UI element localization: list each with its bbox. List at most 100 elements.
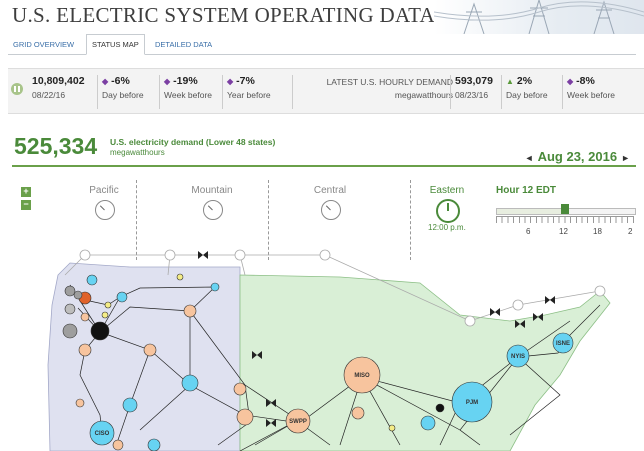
week-change-value: -19% [173, 75, 198, 87]
tick-label: 2 [628, 227, 633, 236]
hourly-day-label: Day before [506, 90, 548, 100]
ba-node [285, 408, 311, 434]
tab-status-map[interactable]: STATUS MAP [86, 34, 145, 55]
central-clock-icon [321, 200, 341, 220]
pacific-clock-icon [95, 200, 115, 220]
mountain-clock-icon [203, 200, 223, 220]
eastern-clock-icon [436, 199, 460, 223]
timezone-central: Central [313, 185, 347, 196]
zoom-out-button[interactable]: − [21, 200, 31, 210]
ba-node [181, 374, 199, 392]
boundary-node [464, 315, 476, 327]
daily-total-value: 10,809,402 [32, 75, 85, 87]
hour-label: Hour 12 EDT [496, 185, 557, 196]
hourly-day-change: 2% [516, 75, 533, 87]
ba-node [73, 290, 83, 300]
timezone-divider [410, 180, 411, 260]
ba-node [552, 332, 574, 354]
ba-node [143, 343, 157, 357]
timezone-eastern: Eastern [429, 185, 465, 196]
down-arrow-icon: ◆ [102, 77, 109, 86]
bowtie-icon [533, 313, 543, 321]
miso-label: MISO [354, 373, 370, 379]
tick-label: 6 [526, 227, 531, 236]
latest-hourly-value: 593,079 08/23/16 [450, 75, 493, 109]
power-tower-icon [433, 0, 644, 35]
tab-detailed-data[interactable]: DETAILED DATA [155, 40, 213, 49]
boundary-node [512, 299, 524, 311]
tie-line-markers [198, 251, 555, 427]
tick-label: 12 [559, 227, 568, 236]
year-before-stat: ◆ -7% Year before [222, 75, 271, 109]
year-before-label: Year before [227, 90, 271, 100]
demand-label: U.S. electricity demand (Lower 48 states… [110, 137, 276, 147]
hourly-week-before: ◆ -8% Week before [562, 75, 615, 109]
down-arrow-icon: ◆ [164, 77, 171, 86]
day-before-label: Day before [102, 90, 144, 100]
divider [12, 165, 636, 167]
boundary-node [594, 285, 606, 297]
ba-node [236, 408, 254, 426]
hourly-value: 593,079 [455, 75, 493, 87]
ba-labels: CISO SWPP MISO PJM NYIS ISNE [95, 341, 570, 437]
pause-icon[interactable] [11, 83, 23, 95]
demand-unit: megawatthours [110, 148, 165, 157]
timezone-mountain: Mountain [191, 185, 233, 196]
ba-node [233, 382, 247, 396]
ba-node [183, 304, 197, 318]
stats-bar: 10,809,402 08/22/16 ◆ -6% Day before ◆ -19… [8, 68, 644, 114]
ba-node [89, 420, 115, 446]
view-tabs: GRID OVERVIEW STATUS MAP DETAILED DATA [8, 34, 636, 55]
week-before-label: Week before [164, 90, 213, 100]
ba-node [86, 274, 98, 286]
ba-node [451, 381, 493, 423]
ba-node [64, 285, 76, 297]
tick-label: 18 [593, 227, 602, 236]
app-header: U.S. ELECTRIC SYSTEM OPERATING DATA [0, 0, 644, 35]
daily-total: 10,809,402 08/22/16 [28, 75, 85, 109]
bowtie-icon [266, 419, 276, 427]
page-title: U.S. ELECTRIC SYSTEM OPERATING DATA [12, 3, 436, 27]
date-navigator: ◄ Aug 23, 2016 ► [521, 149, 634, 164]
ba-node [435, 403, 445, 413]
demand-summary: 525,334 U.S. electricity demand (Lower 4… [14, 133, 275, 160]
bowtie-icon [198, 251, 208, 259]
ba-node [101, 311, 109, 319]
week-before-stat: ◆ -19% Week before [159, 75, 212, 109]
tab-grid-overview[interactable]: GRID OVERVIEW [13, 40, 75, 49]
bowtie-icon [545, 296, 555, 304]
timezone-divider [268, 180, 269, 260]
clock-time-label: 12:00 p.m. [428, 223, 466, 232]
latest-hourly-heading: LATEST U.S. HOURLY DEMAND megawatthours [292, 75, 457, 109]
zoom-in-button[interactable]: + [21, 187, 31, 197]
ba-node [210, 282, 220, 292]
hourly-week-change: -8% [576, 75, 595, 87]
ba-node [351, 406, 365, 420]
hour-slider-fill [497, 209, 566, 214]
ba-node [343, 356, 381, 394]
hour-slider-thumb[interactable] [561, 204, 569, 214]
hour-ticks [496, 216, 634, 223]
prev-date-button[interactable]: ◄ [524, 153, 534, 163]
next-date-button[interactable]: ► [621, 153, 630, 163]
swpp-label: SWPP [289, 419, 307, 425]
latest-hourly-title: LATEST U.S. HOURLY DEMAND [326, 77, 453, 87]
day-change-value: -6% [111, 75, 130, 87]
boundary-node [164, 249, 176, 261]
ba-node [90, 321, 110, 341]
ba-node [112, 439, 124, 451]
down-arrow-icon: ◆ [227, 77, 234, 86]
demand-value: 525,334 [14, 133, 98, 159]
ba-node [80, 312, 90, 322]
bowtie-icon [515, 320, 525, 328]
nyis-label: NYIS [511, 354, 525, 360]
pjm-label: PJM [466, 400, 478, 406]
up-arrow-icon: ▲ [506, 77, 514, 86]
bowtie-icon [266, 399, 276, 407]
latest-hourly-unit: megawatthours [394, 90, 453, 100]
ba-node [104, 301, 112, 309]
boundary-node [234, 249, 246, 261]
hourly-week-label: Week before [567, 90, 616, 100]
ba-node [64, 303, 76, 315]
down-arrow-icon: ◆ [567, 77, 574, 86]
